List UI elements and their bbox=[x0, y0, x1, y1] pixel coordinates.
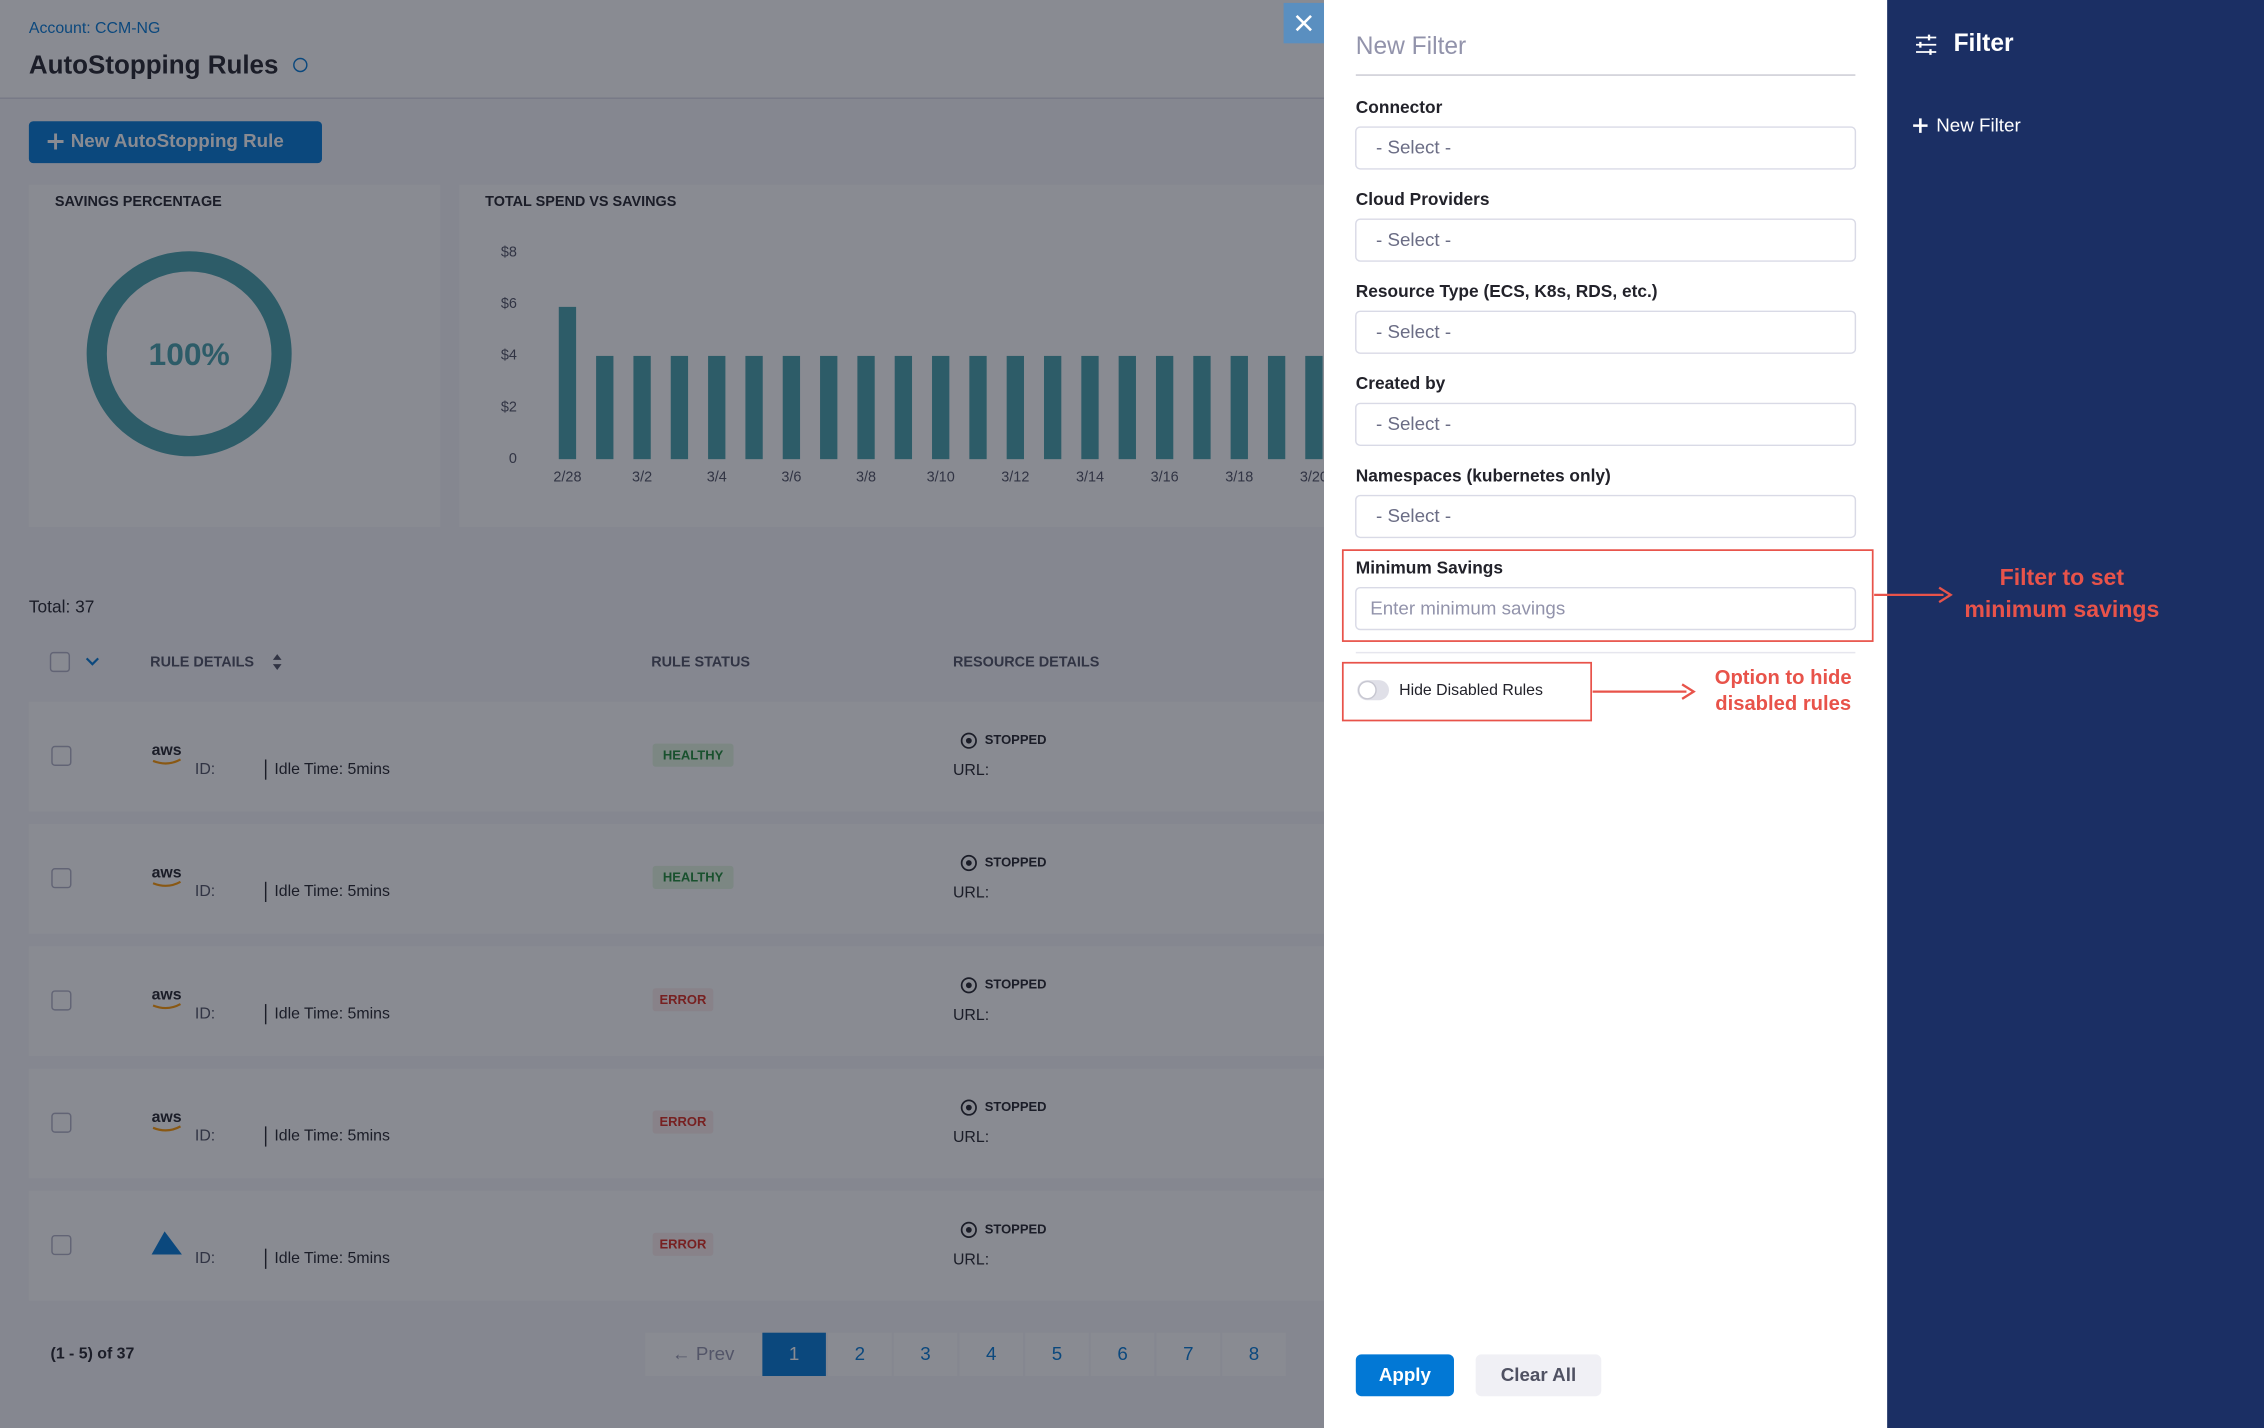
filter-icon-knobs bbox=[1919, 34, 1932, 55]
input-placeholder: Enter minimum savings bbox=[1370, 597, 1565, 618]
select-placeholder: - Select - bbox=[1376, 137, 1451, 158]
annotation-text: Option to hide bbox=[1715, 667, 1852, 689]
select-input[interactable] bbox=[1355, 310, 1857, 354]
toggle-knob bbox=[1357, 680, 1377, 700]
apply-button[interactable] bbox=[1355, 1354, 1454, 1397]
select-input[interactable] bbox=[1355, 218, 1857, 262]
select-placeholder: - Select - bbox=[1376, 321, 1451, 342]
annotation-text: Filter to set bbox=[2000, 564, 2125, 590]
close-icon bbox=[1295, 14, 1312, 32]
clear-label: Clear All bbox=[1501, 1364, 1576, 1385]
field-label: Minimum Savings bbox=[1356, 557, 1503, 577]
filter-panel: New Filter Connector - Select - Cloud Provi… bbox=[1283, 0, 2264, 1428]
select-placeholder: - Select - bbox=[1376, 505, 1451, 526]
field-label: Resource Type (ECS, K8s, RDS, etc.) bbox=[1356, 281, 1658, 301]
text-input[interactable] bbox=[1355, 586, 1857, 631]
highlight-box bbox=[1341, 549, 1874, 642]
select-input[interactable] bbox=[1355, 494, 1857, 539]
select-placeholder: - Select - bbox=[1376, 229, 1451, 250]
select-placeholder: - Select - bbox=[1376, 413, 1451, 434]
select-input[interactable] bbox=[1355, 402, 1857, 447]
field-label: Namespaces (kubernetes only) bbox=[1356, 465, 1611, 485]
select-input[interactable] bbox=[1355, 126, 1857, 170]
arrow-head bbox=[1681, 683, 1696, 700]
arrow-head bbox=[1938, 586, 1953, 604]
field-label: Connector bbox=[1356, 97, 1443, 117]
field-label: Cloud Providers bbox=[1356, 189, 1490, 209]
apply-label: Apply bbox=[1379, 1364, 1432, 1385]
highlight-box bbox=[1341, 661, 1593, 722]
field-label: Created by bbox=[1356, 373, 1446, 393]
sidebar-title: Filter bbox=[1954, 30, 2014, 57]
annotation-text: disabled rules bbox=[1715, 693, 1851, 715]
toggle-label: Hide Disabled Rules bbox=[1399, 682, 1543, 699]
filter-name-input: New Filter bbox=[1356, 33, 1466, 60]
new-filter-link: New Filter bbox=[1936, 114, 2020, 135]
sidebar bbox=[1887, 0, 2264, 1428]
annotation-text: minimum savings bbox=[1964, 596, 2159, 622]
modal-overlay bbox=[0, 0, 1325, 1428]
plus-icon bbox=[1913, 118, 1928, 133]
clear-button[interactable] bbox=[1475, 1354, 1602, 1397]
